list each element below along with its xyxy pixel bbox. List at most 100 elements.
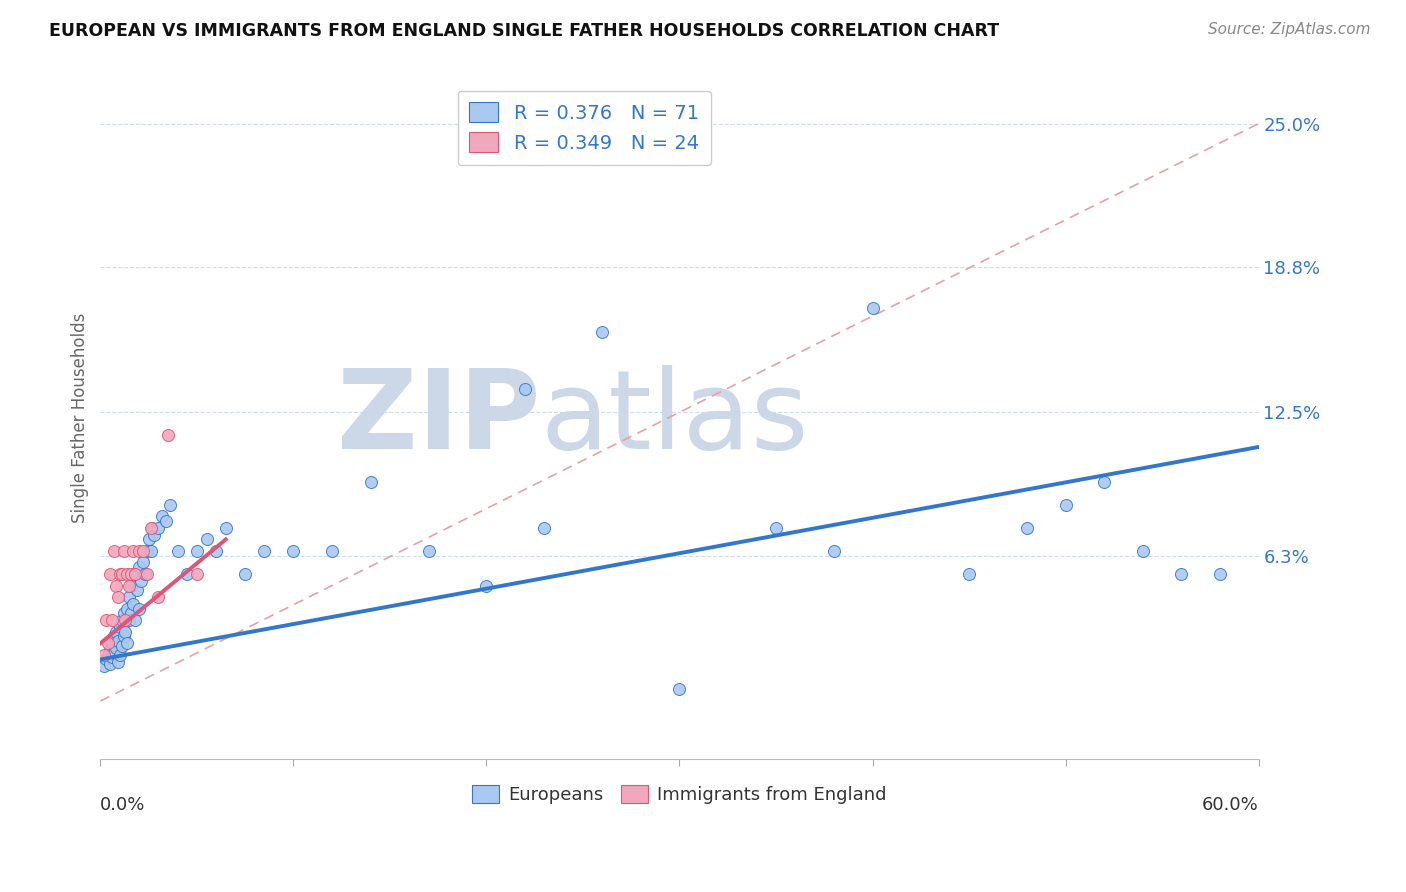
Point [1170, 567, 1192, 582]
Point [120, 567, 142, 582]
Point [148, 521, 170, 535]
Point [233, 567, 256, 582]
Point [114, 613, 136, 627]
Text: atlas: atlas [540, 365, 808, 472]
Y-axis label: Single Father Households: Single Father Households [72, 313, 89, 524]
Point [668, 682, 690, 697]
Point [862, 301, 884, 316]
Point [97, 636, 120, 650]
Point [104, 640, 127, 655]
Point [134, 567, 156, 582]
Point [143, 527, 166, 541]
Point [132, 556, 155, 570]
Point [128, 601, 150, 615]
Point [150, 509, 173, 524]
Point [135, 544, 157, 558]
Point [94, 652, 117, 666]
Point [118, 590, 141, 604]
Text: 0.0%: 0.0% [100, 797, 146, 814]
Point [107, 655, 129, 669]
Point [98, 567, 121, 582]
Point [139, 544, 162, 558]
Point [103, 629, 125, 643]
Point [321, 544, 343, 558]
Point [98, 643, 121, 657]
Text: 60.0%: 60.0% [1202, 797, 1258, 814]
Legend: Europeans, Immigrants from England: Europeans, Immigrants from England [465, 777, 894, 811]
Point [186, 544, 208, 558]
Point [117, 636, 139, 650]
Point [205, 544, 228, 558]
Point [114, 624, 136, 639]
Point [166, 544, 188, 558]
Point [108, 620, 131, 634]
Point [112, 607, 135, 621]
Point [129, 574, 152, 588]
Point [122, 597, 145, 611]
Point [139, 521, 162, 535]
Point [93, 648, 115, 662]
Point [148, 590, 170, 604]
Point [93, 659, 115, 673]
Point [159, 498, 181, 512]
Point [110, 567, 132, 582]
Point [94, 613, 117, 627]
Point [765, 521, 787, 535]
Point [104, 624, 127, 639]
Point [107, 590, 129, 604]
Point [108, 648, 131, 662]
Point [104, 578, 127, 592]
Point [101, 636, 124, 650]
Point [591, 325, 613, 339]
Point [283, 544, 305, 558]
Text: EUROPEAN VS IMMIGRANTS FROM ENGLAND SINGLE FATHER HOUSEHOLDS CORRELATION CHART: EUROPEAN VS IMMIGRANTS FROM ENGLAND SING… [49, 22, 1000, 40]
Point [155, 514, 177, 528]
Point [138, 533, 160, 547]
Point [135, 567, 157, 582]
Point [101, 650, 124, 665]
Point [107, 634, 129, 648]
Point [108, 567, 131, 582]
Point [110, 613, 132, 627]
Point [195, 533, 218, 547]
Point [103, 646, 125, 660]
Point [360, 475, 382, 489]
Point [120, 578, 142, 592]
Point [128, 544, 150, 558]
Point [418, 544, 440, 558]
Point [253, 544, 276, 558]
Point [97, 648, 120, 662]
Point [112, 544, 135, 558]
Point [112, 629, 135, 643]
Point [124, 613, 146, 627]
Point [98, 657, 121, 671]
Point [122, 544, 145, 558]
Point [533, 521, 555, 535]
Point [124, 567, 146, 582]
Point [1015, 521, 1038, 535]
Point [120, 607, 142, 621]
Point [118, 613, 141, 627]
Text: Source: ZipAtlas.com: Source: ZipAtlas.com [1208, 22, 1371, 37]
Point [103, 544, 125, 558]
Point [124, 567, 146, 582]
Point [1132, 544, 1154, 558]
Point [125, 583, 148, 598]
Point [1209, 567, 1232, 582]
Point [101, 613, 124, 627]
Point [513, 382, 536, 396]
Point [823, 544, 845, 558]
Point [117, 601, 139, 615]
Point [215, 521, 238, 535]
Point [132, 544, 155, 558]
Point [957, 567, 980, 582]
Point [128, 560, 150, 574]
Text: ZIP: ZIP [337, 365, 540, 472]
Point [156, 428, 179, 442]
Point [117, 567, 139, 582]
Point [475, 578, 498, 592]
Point [176, 567, 198, 582]
Point [110, 639, 132, 653]
Point [141, 521, 163, 535]
Point [1054, 498, 1077, 512]
